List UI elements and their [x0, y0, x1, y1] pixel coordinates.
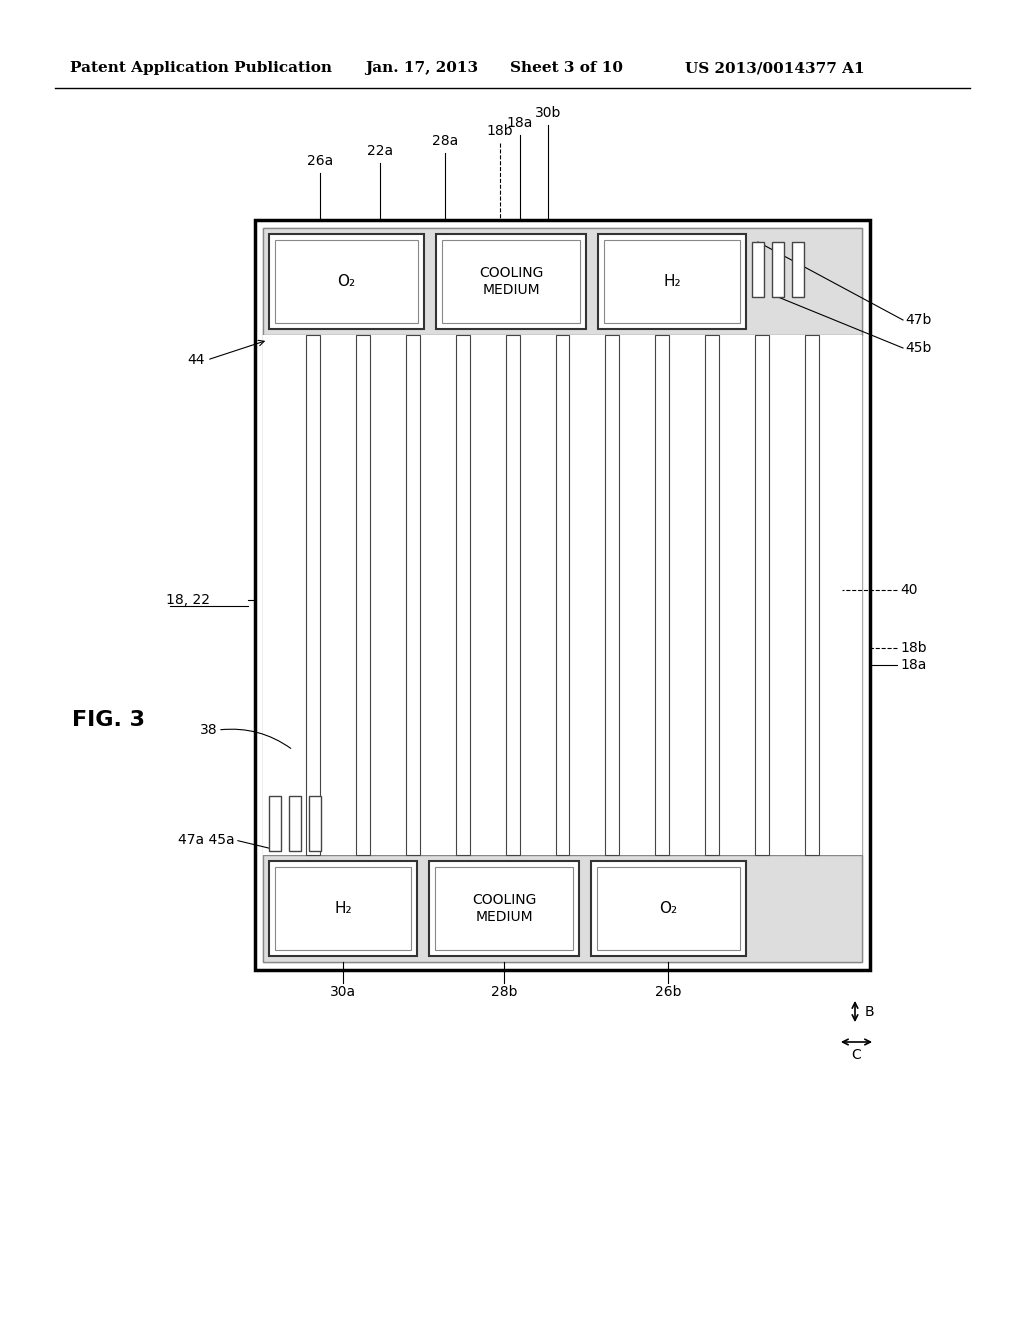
Bar [506, 335, 519, 855]
Text: Jan. 17, 2013: Jan. 17, 2013 [365, 61, 478, 75]
Bar [752, 242, 764, 297]
Text: B: B [865, 1005, 874, 1019]
Bar [792, 242, 804, 297]
Text: 44: 44 [187, 352, 205, 367]
Text: O₂: O₂ [659, 902, 678, 916]
Text: H₂: H₂ [664, 275, 681, 289]
Bar [805, 335, 819, 855]
Text: 18, 22: 18, 22 [166, 593, 210, 607]
Bar [263, 855, 862, 962]
Bar [269, 234, 424, 329]
Bar [306, 335, 319, 855]
Bar [555, 335, 569, 855]
Bar [275, 240, 418, 323]
Bar [263, 335, 862, 855]
Text: 22a: 22a [367, 144, 393, 158]
Text: O₂: O₂ [338, 275, 355, 289]
Bar [604, 240, 740, 323]
Bar [755, 335, 769, 855]
Bar [406, 335, 420, 855]
Text: 18b: 18b [900, 642, 927, 655]
Text: US 2013/0014377 A1: US 2013/0014377 A1 [685, 61, 864, 75]
Bar [429, 861, 579, 956]
Bar [289, 796, 301, 851]
Bar [591, 861, 746, 956]
Text: COOLING
MEDIUM: COOLING MEDIUM [479, 267, 543, 297]
Bar [269, 861, 417, 956]
Bar [356, 335, 370, 855]
Bar [436, 234, 586, 329]
Bar [255, 220, 870, 970]
Text: 30b: 30b [535, 106, 561, 120]
Text: 47b: 47b [905, 313, 932, 327]
Bar [435, 867, 573, 950]
Text: 18a: 18a [900, 657, 927, 672]
Text: 30a: 30a [330, 985, 356, 999]
Text: C: C [851, 1048, 861, 1063]
Bar [309, 796, 321, 851]
Text: 18a: 18a [507, 116, 534, 129]
Bar [442, 240, 580, 323]
Bar [263, 228, 862, 335]
Bar [655, 335, 670, 855]
Text: 18b: 18b [486, 124, 513, 139]
Text: Patent Application Publication: Patent Application Publication [70, 61, 332, 75]
Text: 28a: 28a [432, 135, 458, 148]
Bar [605, 335, 620, 855]
Text: 26a: 26a [307, 154, 333, 168]
Text: FIG. 3: FIG. 3 [72, 710, 145, 730]
Text: 47a 45a: 47a 45a [178, 833, 234, 847]
Bar [598, 234, 746, 329]
Bar [275, 867, 411, 950]
Text: 40: 40 [900, 583, 918, 597]
Text: 28b: 28b [490, 985, 517, 999]
Text: 26b: 26b [654, 985, 681, 999]
Bar [456, 335, 470, 855]
Bar [263, 228, 862, 962]
Bar [269, 796, 281, 851]
Text: 38: 38 [201, 723, 218, 737]
Text: Sheet 3 of 10: Sheet 3 of 10 [510, 61, 623, 75]
Text: COOLING
MEDIUM: COOLING MEDIUM [472, 894, 537, 924]
Bar [597, 867, 740, 950]
Bar [706, 335, 719, 855]
Text: 45b: 45b [905, 341, 932, 355]
Bar [772, 242, 784, 297]
Text: H₂: H₂ [334, 902, 352, 916]
